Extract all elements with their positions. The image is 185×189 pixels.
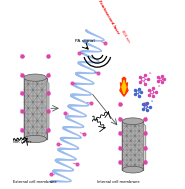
Ellipse shape [122,118,143,125]
Text: 808 nm: 808 nm [120,29,130,43]
Text: NIR Laser: NIR Laser [14,140,32,144]
Text: Internal cell membrane: Internal cell membrane [97,180,140,184]
Ellipse shape [24,135,46,143]
Ellipse shape [24,74,46,81]
Polygon shape [122,121,143,170]
Ellipse shape [122,166,143,173]
Polygon shape [143,124,146,165]
Text: Femtosecond laser: Femtosecond laser [97,0,120,35]
Polygon shape [46,81,49,133]
Polygon shape [24,78,46,139]
Text: $\nu_2$: $\nu_2$ [157,84,162,90]
Text: External cell membrane: External cell membrane [14,180,57,184]
Polygon shape [120,77,128,96]
Text: PA signal: PA signal [75,39,95,43]
Text: $\nu_3$: $\nu_3$ [148,70,154,77]
Text: $\nu_1$: $\nu_1$ [150,98,155,105]
Polygon shape [122,80,126,94]
